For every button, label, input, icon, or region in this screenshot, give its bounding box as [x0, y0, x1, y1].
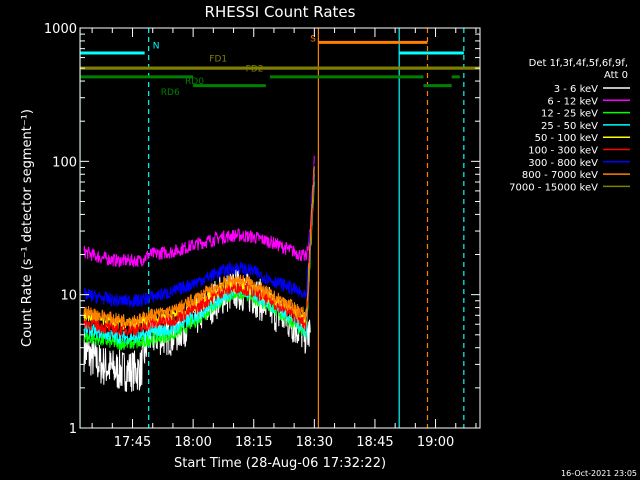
legend-entry-5: 100 - 300 keV — [528, 146, 598, 157]
x-axis-label: Start Time (28-Aug-06 17:32:22) — [174, 456, 386, 471]
flag-label-rd6: RD6 — [161, 88, 180, 98]
flag-label-n: N — [153, 42, 160, 52]
x-tick-label-3: 18:30 — [296, 435, 333, 450]
flag-label-fd1: FD1 — [209, 55, 227, 65]
series-line-6 — [83, 164, 315, 308]
legend-entry-1: 6 - 12 keV — [547, 96, 598, 107]
series-line-7 — [83, 166, 315, 328]
series-line-1 — [83, 155, 315, 268]
x-tick-label-0: 17:45 — [114, 435, 151, 450]
series-line-2 — [83, 181, 315, 351]
flag-label-fd2: FD2 — [246, 65, 264, 75]
legend-entry-6: 300 - 800 keV — [528, 158, 598, 169]
legend-header-1: Att 0 — [604, 70, 628, 81]
legend-entry-2: 12 - 25 keV — [541, 109, 598, 120]
x-tick-label-1: 18:00 — [174, 435, 211, 450]
y-tick-label-3: 1000 — [44, 22, 77, 37]
y-tick-label-0: 1 — [69, 422, 77, 437]
chart-title: RHESSI Count Rates — [205, 3, 356, 21]
legend-entry-3: 25 - 50 keV — [541, 121, 598, 132]
x-tick-label-5: 19:00 — [417, 435, 454, 450]
y-tick-label-2: 100 — [52, 155, 77, 170]
legend-entry-7: 800 - 7000 keV — [522, 170, 598, 181]
legend-entry-4: 50 - 100 keV — [535, 133, 599, 144]
timestamp: 16-Oct-2021 23:05 — [561, 469, 637, 478]
plot-frame — [79, 27, 481, 429]
y-tick-label-1: 10 — [60, 289, 77, 304]
flag-label-s: S — [310, 35, 316, 45]
y-axis-label: Count Rate (s⁻¹ detector segment⁻¹) — [20, 109, 35, 347]
x-tick-label-2: 18:15 — [235, 435, 272, 450]
legend-header-0: Det 1f,3f,4f,5f,6f,9f, — [529, 58, 628, 69]
flag-label-rd0: RD0 — [185, 77, 204, 87]
x-tick-label-4: 18:45 — [356, 435, 393, 450]
legend-entry-8: 7000 - 15000 keV — [509, 182, 598, 193]
legend-entry-0: 3 - 6 keV — [554, 84, 598, 95]
